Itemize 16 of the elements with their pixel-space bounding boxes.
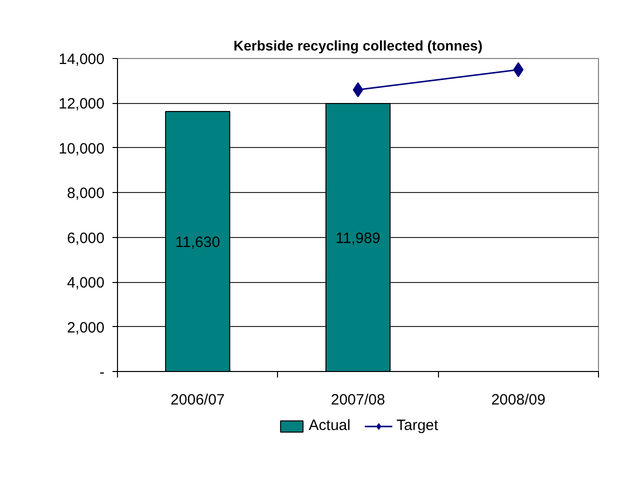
y-tick-label: -	[100, 364, 105, 381]
y-tick-label: 10,000	[58, 140, 105, 158]
x-tick-label: 2007/08	[330, 392, 386, 408]
x-tick-label: 2008/09	[491, 392, 546, 408]
legend-label: Actual	[308, 417, 350, 434]
chart-title: Kerbside recycling collected (tonnes)	[234, 38, 482, 54]
x-tick-label: 2006/07	[170, 392, 225, 408]
y-tick-label: 6,000	[66, 230, 105, 247]
y-tick-label: 2,000	[66, 319, 105, 336]
data-label: 11,630	[175, 234, 220, 251]
legend-label: Target	[396, 417, 438, 434]
y-tick-label: 8,000	[66, 185, 105, 202]
y-tick-label: 14,000	[58, 51, 105, 68]
data-label: 11,989	[336, 230, 380, 247]
y-tick-label: 4,000	[66, 274, 105, 292]
y-tick-label: 12,000	[58, 96, 105, 113]
